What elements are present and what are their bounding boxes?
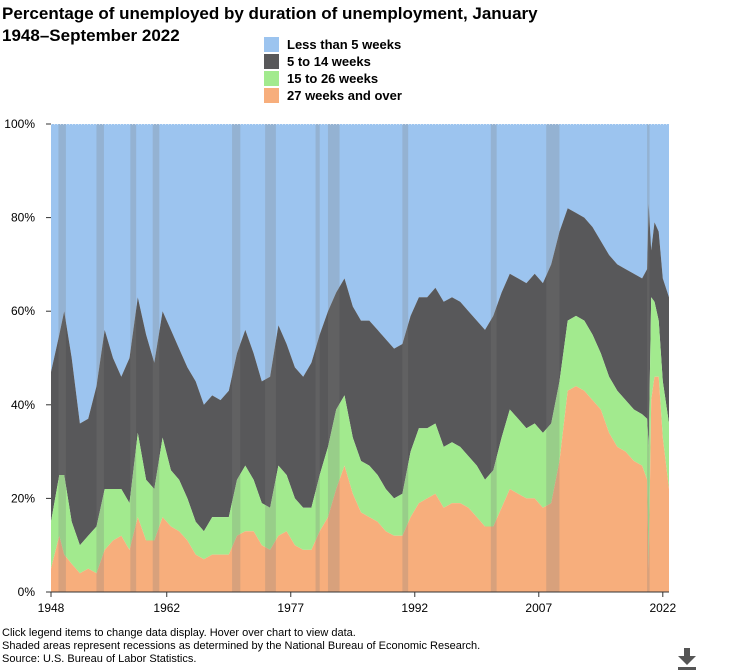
legend-item-5-to-14-weeks[interactable]: 5 to 14 weeks (264, 53, 402, 70)
note-recessions: Shaded areas represent recessions as det… (2, 640, 481, 652)
legend-label: 15 to 26 weeks (287, 71, 379, 86)
y-tick-label: 20% (11, 491, 35, 505)
recession-band (130, 124, 137, 592)
legend-label: 27 weeks and over (287, 88, 402, 103)
legend-swatch (264, 71, 279, 86)
y-tick-label: 40% (11, 398, 35, 412)
legend-swatch (264, 37, 279, 52)
chart-title: Percentage of unemployed by duration of … (2, 4, 538, 45)
legend-item-less-than-5-weeks[interactable]: Less than 5 weeks (264, 36, 402, 53)
recession-band (315, 124, 320, 592)
y-tick-label: 60% (11, 304, 35, 318)
area-series-5-to-14-weeks (51, 203, 669, 546)
recession-band (58, 124, 66, 592)
download-arrow-icon[interactable] (678, 648, 696, 670)
area-series-less-than-5-weeks (51, 124, 669, 424)
legend-swatch (264, 54, 279, 69)
legend: Less than 5 weeks 5 to 14 weeks 15 to 26… (264, 36, 402, 104)
recession-band (546, 124, 560, 592)
recession-band (152, 124, 160, 592)
y-tick-label: 0% (18, 585, 36, 599)
recession-band (265, 124, 276, 592)
recession-band (647, 124, 650, 592)
y-tick-label: 100% (4, 117, 35, 131)
area-series-15-to-26-weeks (51, 297, 669, 574)
x-tick-label: 1962 (153, 601, 180, 615)
note-source: Source: U.S. Bureau of Labor Statistics. (2, 653, 197, 665)
x-tick-label: 1977 (277, 601, 304, 615)
x-tick-label: 2022 (649, 601, 676, 615)
legend-swatch (264, 88, 279, 103)
note-instructions: Click legend items to change data displa… (2, 627, 356, 639)
y-tick-label: 80% (11, 211, 35, 225)
area-series-27-weeks-and-over (51, 376, 669, 592)
recession-band (490, 124, 497, 592)
chart-notes: Click legend items to change data displa… (2, 627, 480, 666)
recession-band (402, 124, 409, 592)
recession-band (232, 124, 241, 592)
x-tick-label: 2007 (525, 601, 552, 615)
recession-band (96, 124, 104, 592)
recession-band (327, 124, 340, 592)
legend-label: 5 to 14 weeks (287, 54, 371, 69)
legend-item-27-weeks-and-over[interactable]: 27 weeks and over (264, 87, 402, 104)
x-tick-label: 1992 (401, 601, 428, 615)
legend-item-15-to-26-weeks[interactable]: 15 to 26 weeks (264, 70, 402, 87)
legend-label: Less than 5 weeks (287, 37, 402, 52)
x-tick-label: 1948 (38, 601, 65, 615)
stacked-area-chart[interactable]: 0% 20% 40% 60% 80% 100% 1948 1962 1977 1992 2007 20… (0, 110, 743, 625)
